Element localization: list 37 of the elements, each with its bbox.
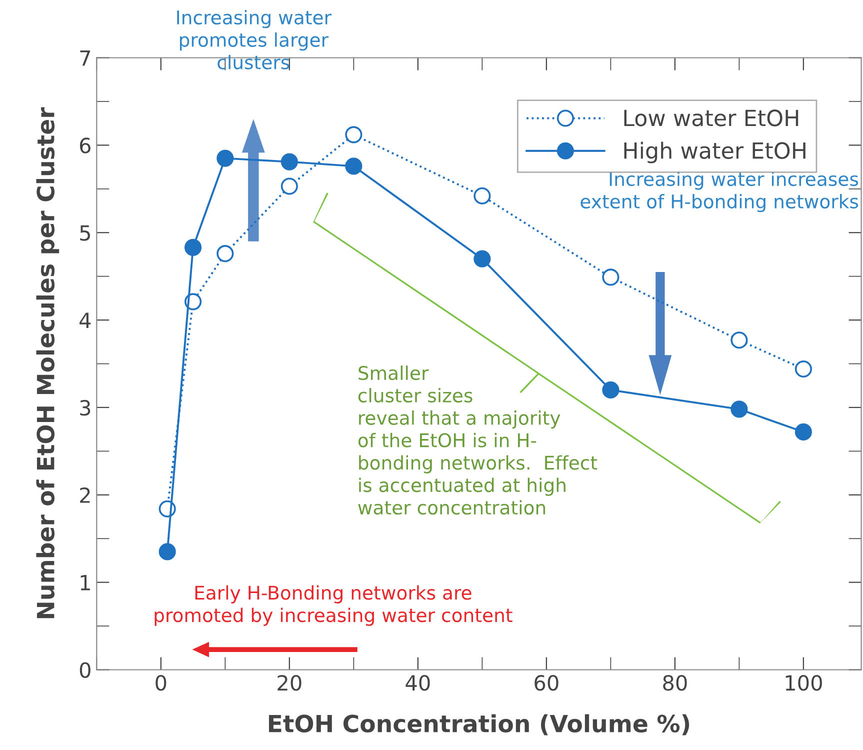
- y-tick-label: 0: [80, 662, 90, 678]
- x-tick-label: 0: [156, 674, 166, 691]
- y-tick-label: 4: [80, 312, 91, 328]
- point: [730, 400, 748, 418]
- point: [730, 332, 748, 349]
- y-tick-label: 5: [80, 225, 90, 241]
- x-tick-label: 20: [278, 674, 302, 691]
- point: [184, 238, 202, 256]
- point: [474, 250, 491, 268]
- annotation: Increasing water increases extent of H-bonding networks: [580, 172, 858, 212]
- point: [158, 543, 176, 560]
- y-tick-label: 7: [80, 50, 90, 66]
- annotation: Smaller cluster sizes reveal that a majority of the EtOH is in H- bonding networks. Effect is accentuated at high water concentration: [358, 366, 598, 515]
- legend-label: Low water EtOH: [624, 110, 798, 126]
- x-tick-label: 80: [663, 674, 687, 691]
- x-tick-label: 60: [534, 674, 558, 691]
- point: [216, 245, 234, 262]
- y-tick-label: 6: [80, 138, 90, 154]
- x-tick-label: 100: [786, 674, 822, 691]
- point: [602, 381, 620, 399]
- x-tick-label: 40: [406, 674, 430, 691]
- point: [794, 423, 812, 440]
- point: [602, 268, 620, 286]
- x-axis-title: EtOH Concentration (Volume %): [268, 714, 690, 736]
- point: [345, 158, 362, 175]
- point: [280, 178, 298, 195]
- y-tick-label: 3: [80, 400, 90, 416]
- point: [794, 360, 812, 378]
- point: [216, 150, 234, 167]
- point: [280, 153, 298, 170]
- legend-label: High water EtOH: [624, 142, 806, 164]
- point: [474, 187, 491, 204]
- y-axis-title: Number of EtOH Molecules per Cluster: [36, 107, 60, 618]
- y-tick-label: 1: [80, 575, 90, 590]
- point: [345, 126, 362, 144]
- y-tick-label: 2: [80, 487, 90, 503]
- annotation: Early H-Bonding networks are promoted by increasing water content: [154, 585, 512, 626]
